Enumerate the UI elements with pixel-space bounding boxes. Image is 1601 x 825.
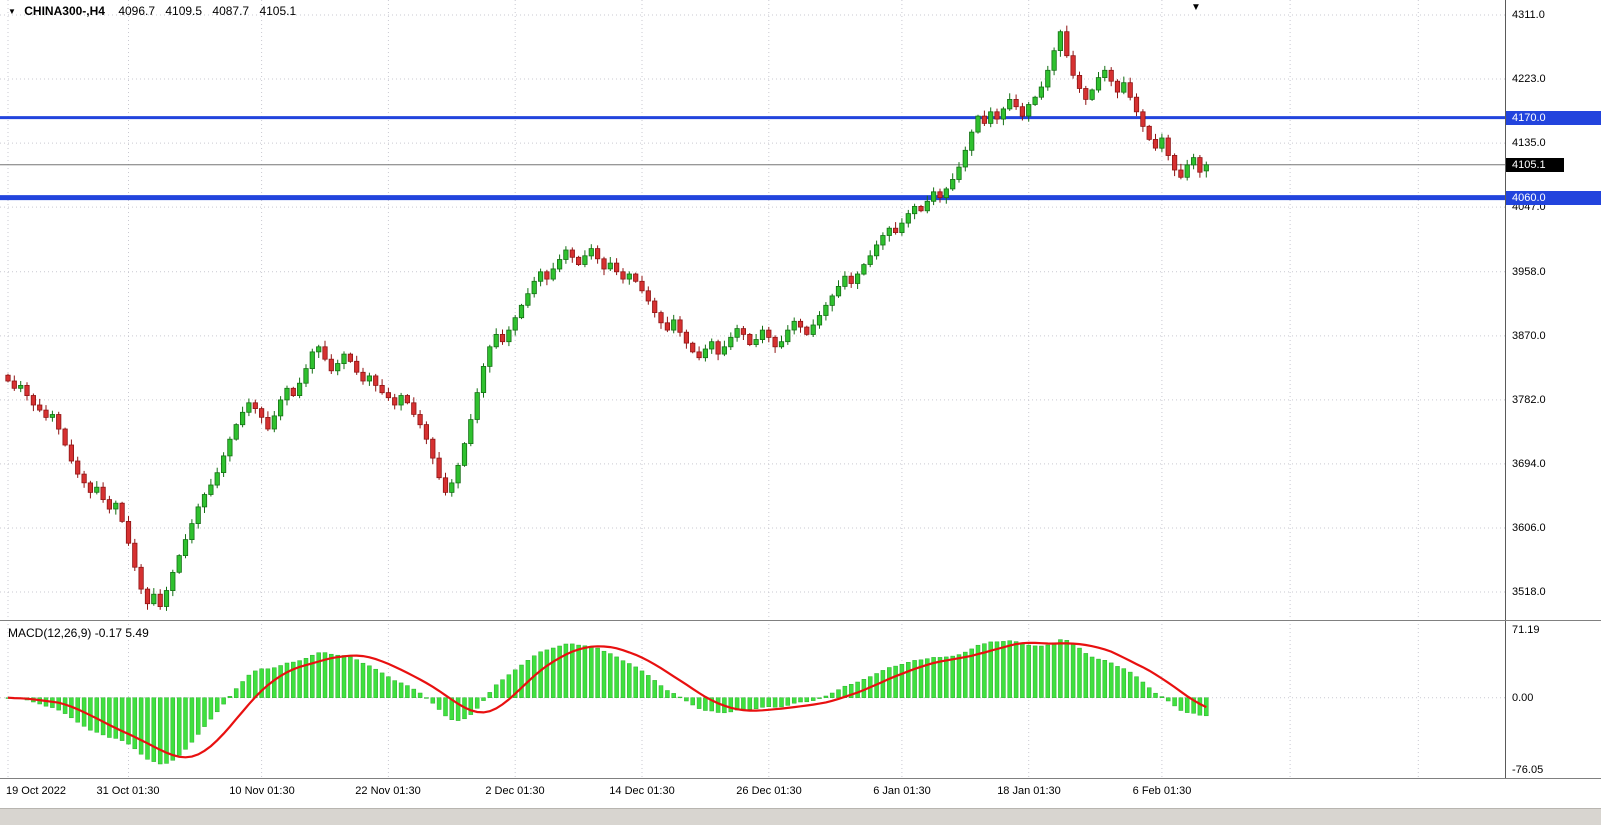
macd-tick-label: -76.05 bbox=[1512, 764, 1544, 776]
date-axis[interactable]: 19 Oct 2022 31 Oct 01:30 10 Nov 01:30 22 No… bbox=[0, 781, 1601, 805]
chart-canvas[interactable] bbox=[0, 0, 1505, 780]
macd-histogram bbox=[5, 639, 1209, 765]
bar-high-value: 4109.5 bbox=[165, 4, 203, 18]
price-tick-label: 3782.0 bbox=[1512, 394, 1546, 406]
level-lines[interactable] bbox=[0, 116, 1505, 201]
price-tick-label: 4135.0 bbox=[1512, 137, 1546, 149]
date-tick-label: 14 Dec 01:30 bbox=[609, 785, 675, 797]
pane-separator[interactable] bbox=[0, 620, 1601, 621]
date-tick-label: 6 Jan 01:30 bbox=[873, 785, 931, 797]
price-tick-label: 4311.0 bbox=[1512, 9, 1545, 21]
symbol-timeframe-label: CHINA300-,H4 bbox=[24, 4, 105, 18]
window-bottom-strip bbox=[0, 808, 1601, 825]
candles bbox=[5, 25, 1209, 611]
macd-indicator-label: MACD(12,26,9) -0.17 5.49 bbox=[8, 626, 149, 640]
date-tick-label: 22 Nov 01:30 bbox=[355, 785, 421, 797]
date-tick-label: 26 Dec 01:30 bbox=[736, 785, 802, 797]
price-tick-label: 3694.0 bbox=[1512, 458, 1546, 470]
pane-separator bbox=[0, 778, 1601, 779]
price-tick-label: 3870.0 bbox=[1512, 330, 1546, 342]
price-tick-label: 3606.0 bbox=[1512, 522, 1546, 534]
date-tick-label: 31 Oct 01:30 bbox=[96, 785, 160, 797]
price-tick-label: 4223.0 bbox=[1512, 73, 1546, 85]
price-axis[interactable]: 4311.0 4223.0 4135.0 4047.0 3958.0 3870.0 3782… bbox=[1505, 0, 1601, 778]
chart-shift-icon[interactable]: ▼ bbox=[1191, 2, 1201, 13]
date-tick-label: 2 Dec 01:30 bbox=[485, 785, 545, 797]
price-tick-label: 3958.0 bbox=[1512, 266, 1546, 278]
level-price-label: 4060.0 bbox=[1506, 191, 1601, 205]
bar-close-value: 4105.1 bbox=[259, 4, 297, 18]
date-tick-label: 6 Feb 01:30 bbox=[1132, 785, 1192, 797]
macd-signal-line bbox=[7, 641, 1207, 759]
price-tick-label: 3518.0 bbox=[1512, 586, 1546, 598]
macd-tick-label: 71.19 bbox=[1512, 624, 1540, 636]
bar-open-value: 4096.7 bbox=[118, 4, 156, 18]
symbol-header: ▼ CHINA300-,H4 4096.7 4109.5 4087.7 4105… bbox=[8, 4, 303, 18]
macd-tick-label: 0.00 bbox=[1512, 692, 1534, 704]
bar-low-value: 4087.7 bbox=[212, 4, 250, 18]
symbol-dropdown-icon[interactable]: ▼ bbox=[8, 7, 16, 16]
date-tick-label: 10 Nov 01:30 bbox=[229, 785, 295, 797]
date-tick-label: 18 Jan 01:30 bbox=[997, 785, 1061, 797]
current-price-label: 4105.1 bbox=[1506, 158, 1564, 172]
date-tick-label: 19 Oct 2022 bbox=[6, 785, 66, 797]
level-price-label: 4170.0 bbox=[1506, 111, 1601, 125]
